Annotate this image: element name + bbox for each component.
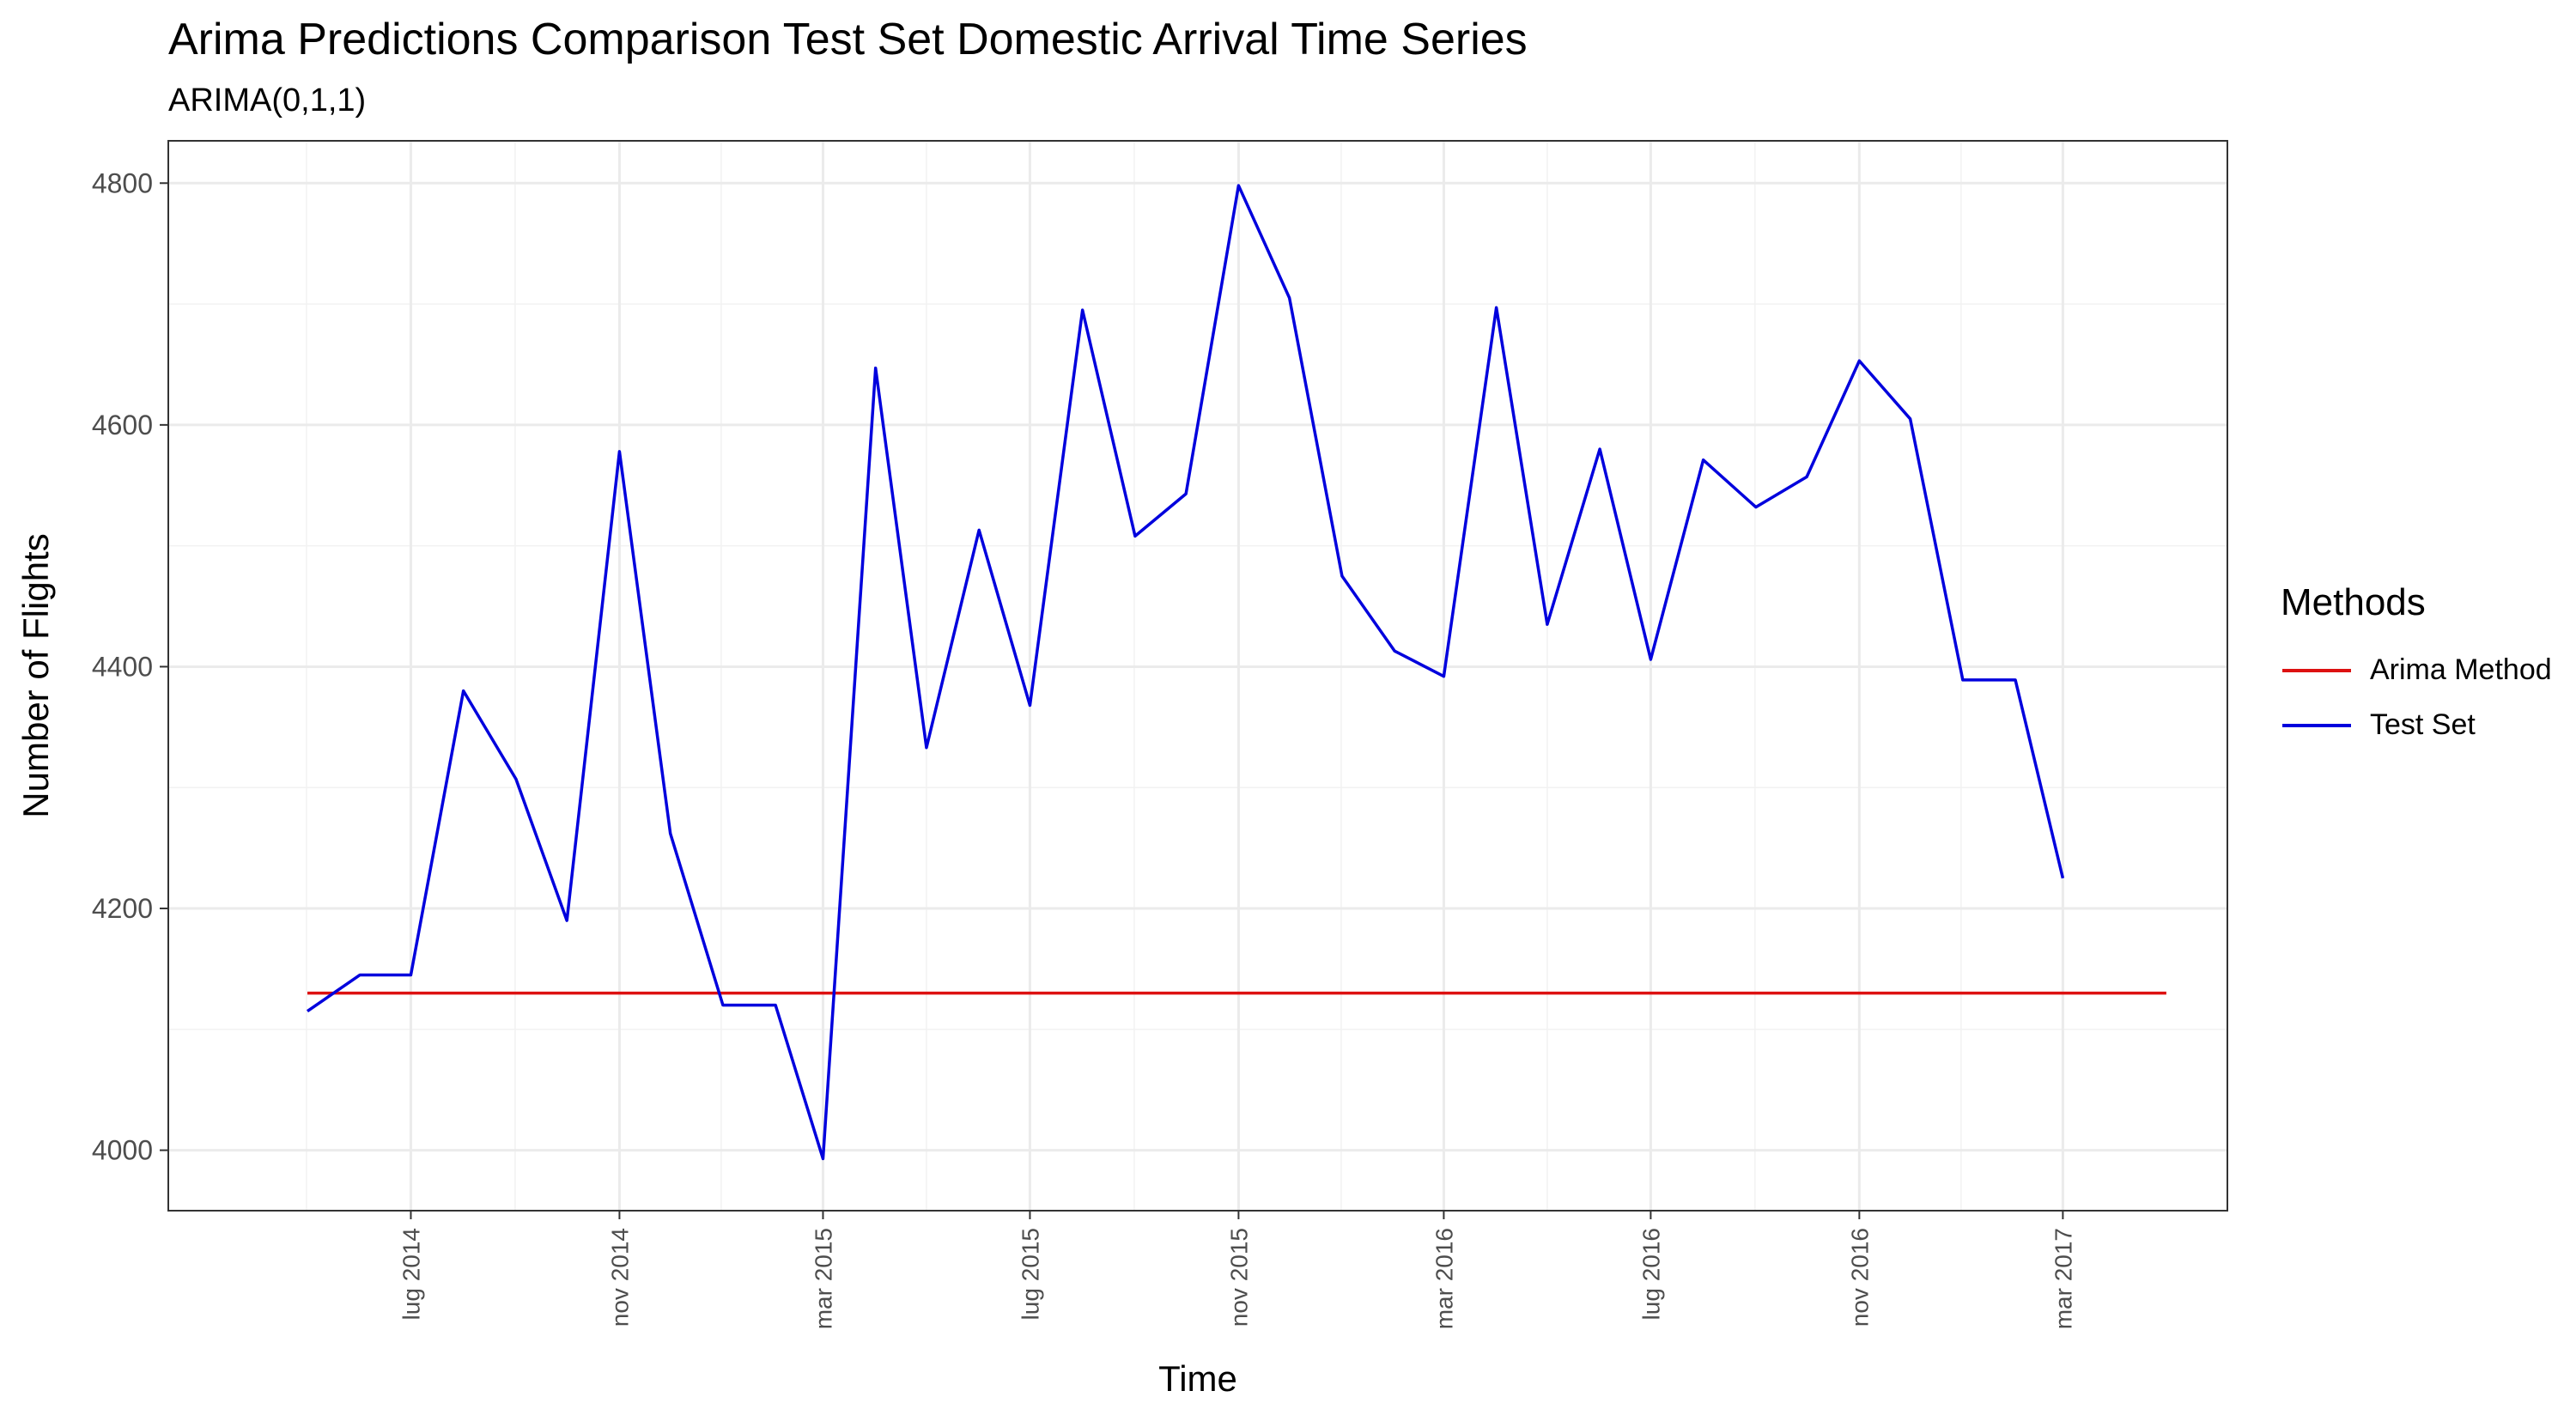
series-line-test-set [306,184,2065,1161]
data-point-test-set [1598,447,1601,451]
legend-label-test-set: Test Set [2370,708,2476,741]
axes: 4000 4200 4400 4600 4800 lug 2014 nov 2014 mar … [92,167,2077,1329]
data-point-test-set [774,1004,777,1007]
data-point-arima-method [306,992,309,995]
data-point-test-set [1340,574,1344,578]
data-point-test-set [1909,417,1912,421]
x-axis-title: Time [1158,1358,1237,1399]
data-point-test-set [669,832,672,835]
data-point-test-set [1857,359,1861,362]
data-point-test-set [821,1157,824,1160]
series-layer [306,184,2168,1161]
y-tick-label: 4400 [92,651,153,682]
data-point-test-set [617,450,621,453]
y-tick-label: 4000 [92,1135,153,1166]
y-tick-label: 4600 [92,410,153,440]
data-point-test-set [1961,678,1965,682]
data-point-test-set [1702,459,1705,462]
data-point-test-set [1649,658,1652,661]
legend: Methods Arima Method Test Set [2281,577,2552,741]
data-point-test-set [1754,506,1758,509]
data-point-test-set [1546,623,1549,626]
x-tick-label: nov 2014 [606,1228,633,1327]
legend-title: Methods [2281,581,2426,623]
data-point-test-set [1495,306,1498,309]
data-point-test-set [358,973,361,976]
x-tick-label: nov 2016 [1846,1228,1873,1327]
data-point-test-set [565,919,568,922]
x-tick-label: mar 2017 [2050,1228,2076,1329]
data-point-test-set [2061,877,2064,880]
data-point-test-set [1184,492,1188,495]
data-point-test-set [1081,308,1084,312]
data-point-test-set [925,746,928,750]
data-point-test-set [2014,678,2017,682]
y-tick-label: 4800 [92,167,153,198]
chart-title: Arima Predictions Comparison Test Set Do… [168,15,1528,64]
data-point-test-set [874,367,878,370]
data-point-test-set [1236,184,1240,187]
x-tick-label: lug 2015 [1017,1228,1043,1320]
data-point-test-set [977,528,981,531]
legend-label-arima-method: Arima Method [2370,653,2552,686]
chart-subtitle: ARIMA(0,1,1) [168,82,367,118]
data-point-test-set [1805,475,1808,478]
data-point-test-set [1393,649,1396,653]
data-point-arima-method [2165,992,2168,995]
grid [168,141,2227,1211]
data-point-test-set [1028,703,1031,707]
x-tick-label: nov 2015 [1225,1228,1252,1327]
x-tick-label: mar 2015 [810,1228,836,1329]
plot-panel-border [167,140,2228,1212]
data-point-test-set [409,973,412,976]
y-axis-title: Number of Flights [15,533,56,817]
data-point-test-set [1442,675,1445,678]
data-point-test-set [514,777,518,780]
x-tick-label: mar 2016 [1431,1228,1457,1329]
x-tick-label: lug 2016 [1637,1228,1664,1320]
legend-key-arima-method [2282,669,2351,672]
data-point-test-set [1133,534,1137,538]
legend-key-test-set [2282,724,2351,727]
data-point-test-set [462,689,465,693]
y-tick-label: 4200 [92,893,153,924]
data-point-test-set [1288,296,1291,300]
data-point-test-set [306,1010,309,1013]
data-point-test-set [721,1004,725,1007]
x-tick-label: lug 2014 [398,1228,424,1320]
